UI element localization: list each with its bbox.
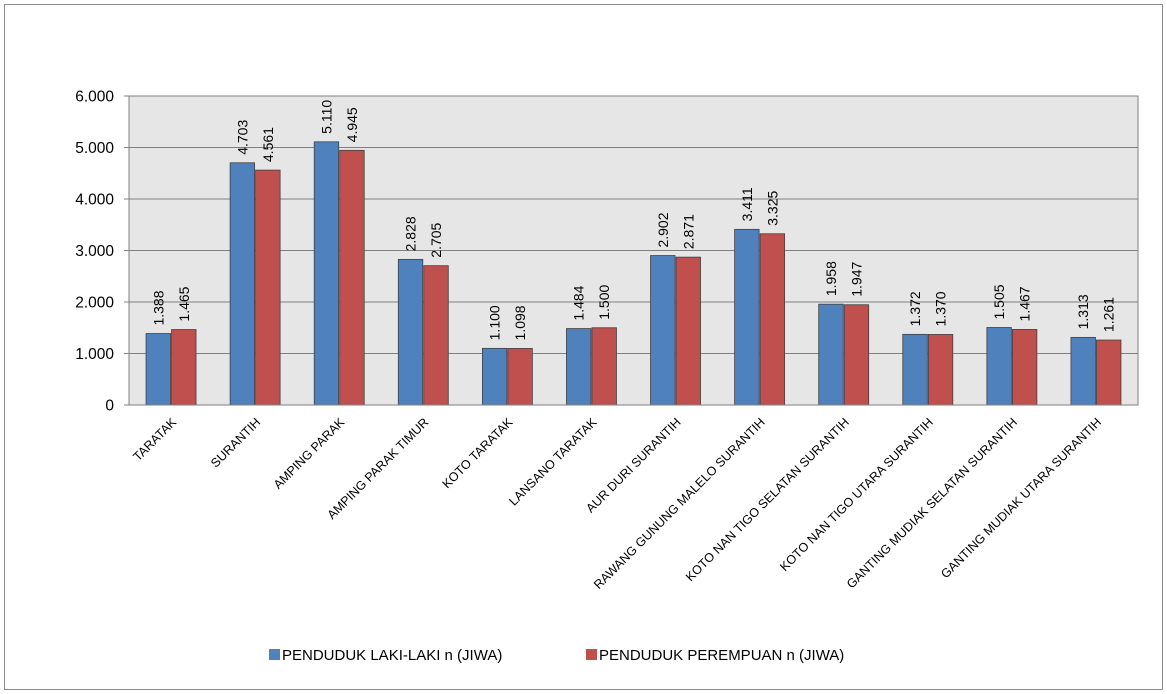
y-tick-label: 4.000 — [75, 192, 114, 209]
data-label: 4.945 — [344, 107, 360, 142]
x-tick-label: KOTO TARATAK — [440, 415, 516, 491]
data-label: 5.110 — [318, 100, 334, 134]
x-tick-label: GANTING MUDIAK UTARA SURANTIH — [938, 415, 1104, 581]
data-label: 1.500 — [596, 285, 612, 320]
data-label: 3.411 — [739, 187, 755, 221]
y-tick-label: 1.000 — [75, 346, 114, 363]
bar — [566, 328, 592, 406]
data-label: 2.828 — [403, 216, 419, 251]
x-tick-label: SURANTIH — [208, 415, 263, 470]
x-tick-label: LANSANO TARATAK — [506, 415, 600, 509]
bar — [591, 327, 617, 406]
data-label: 1.465 — [176, 286, 192, 321]
y-tick-label: 2.000 — [75, 295, 114, 312]
data-label: 2.871 — [680, 214, 696, 249]
bar — [1011, 329, 1038, 406]
bar — [759, 233, 786, 406]
data-label: 3.325 — [764, 191, 780, 226]
gridlines — [129, 147, 1138, 354]
y-tick-label: 3.000 — [75, 243, 114, 260]
bar — [229, 162, 256, 406]
bar — [843, 304, 870, 406]
legend: PENDUDUK LAKI-LAKI n (JIWA) PENDUDUK PER… — [269, 647, 844, 664]
y-axis-ticks: 0 1.000 2.000 3.000 4.000 5.000 6.000 — [75, 89, 129, 415]
x-tick-label: RAWANG GUNUNG MALELO SURANTIH — [591, 415, 768, 592]
bar — [423, 265, 449, 406]
bar — [171, 329, 197, 406]
bar — [507, 348, 533, 406]
bars — [145, 141, 1122, 406]
y-tick-label: 5.000 — [75, 140, 114, 157]
bar — [313, 141, 340, 406]
x-tick-label: AMPING PARAK — [271, 415, 348, 492]
bar — [675, 256, 701, 406]
data-label: 4.703 — [234, 120, 250, 155]
bar — [902, 333, 928, 406]
x-tick-label: KOTO NAN TIGO UTARA SURANTIH — [777, 415, 936, 574]
data-label: 1.370 — [933, 291, 949, 326]
legend-swatch-female — [586, 649, 597, 660]
y-tick-label: 0 — [105, 398, 114, 415]
bar — [1070, 336, 1096, 406]
bar — [986, 327, 1012, 406]
data-label: 1.947 — [848, 261, 864, 296]
bar — [481, 347, 508, 406]
bar — [1096, 339, 1122, 406]
x-tick-label: GANTING MUDIAK SELATAN SURANTIH — [844, 415, 1020, 591]
legend-label-male: PENDUDUK LAKI-LAKI n (JIWA) — [282, 647, 502, 664]
bar — [397, 258, 424, 406]
bar — [927, 334, 954, 406]
bar — [145, 333, 171, 406]
data-label: 1.313 — [1075, 294, 1091, 329]
y-tick-label: 6.000 — [75, 89, 114, 106]
data-label: 1.100 — [487, 305, 503, 340]
bar — [734, 228, 760, 406]
legend-swatch-male — [269, 649, 280, 660]
data-label: 1.467 — [1017, 286, 1033, 321]
bar — [255, 169, 281, 406]
data-labels: 1.388 1.465 4.703 4.561 5.110 4.945 2.828 2.705… — [150, 100, 1116, 341]
data-label: 2.902 — [655, 212, 671, 247]
data-label: 1.484 — [571, 285, 587, 320]
data-label: 1.388 — [150, 290, 166, 325]
data-label: 1.098 — [512, 305, 528, 340]
bar — [339, 149, 365, 406]
data-label: 1.958 — [823, 261, 839, 296]
bar — [650, 255, 676, 406]
bar — [818, 303, 844, 406]
x-tick-label: AUR DURI SURANTIH — [583, 415, 683, 515]
legend-label-female: PENDUDUK PEREMPUAN n (JIWA) — [599, 647, 844, 664]
data-label: 1.505 — [991, 284, 1007, 319]
data-label: 4.561 — [260, 127, 276, 162]
x-tick-label: KOTO NAN TIGO SELATAN SURANTIH — [683, 415, 852, 584]
data-label: 1.372 — [907, 291, 923, 326]
data-label: 1.261 — [1101, 297, 1117, 332]
data-label: 2.705 — [428, 222, 444, 257]
x-tick-label: TARATAK — [130, 415, 179, 464]
